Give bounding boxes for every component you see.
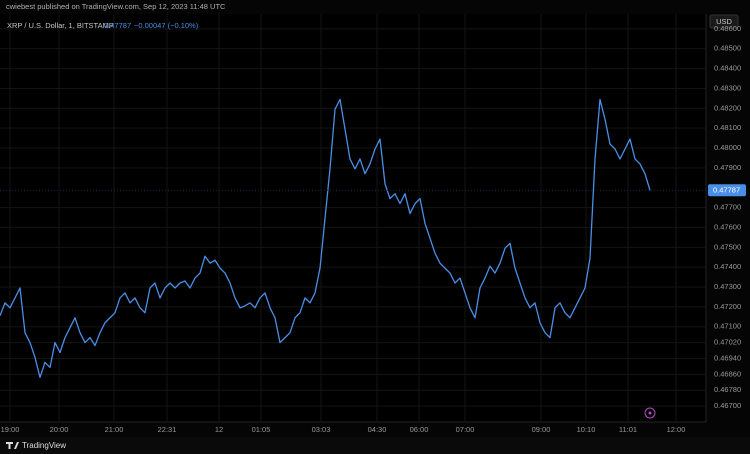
y-tick-label: 0.48200: [714, 103, 741, 112]
y-tick-label: 0.46940: [714, 353, 741, 362]
y-tick-label: 0.47900: [714, 163, 741, 172]
price-line: [0, 98, 651, 378]
x-tick-label: 12: [215, 425, 223, 434]
x-tick-label: 07:00: [456, 425, 475, 434]
x-tick-label: 11:01: [619, 425, 637, 434]
plot-area: [0, 14, 706, 422]
y-tick-label: 0.47700: [714, 203, 741, 212]
footer-bar: [0, 437, 750, 454]
x-tick-label: 03:03: [312, 425, 331, 434]
x-tick-label: 22:31: [158, 425, 177, 434]
x-tick-label: 19:00: [1, 425, 20, 434]
x-tick-label: 09:00: [532, 425, 551, 434]
y-tick-label: 0.46860: [714, 369, 741, 378]
y-tick-label: 0.47200: [714, 302, 741, 311]
legend-change: −0.00047 (−0.10%): [134, 21, 199, 30]
x-tick-label: 21:00: [105, 425, 124, 434]
y-tick-label: 0.48000: [714, 143, 741, 152]
symbol: XRP / U.S. Dollar, 1, BITSTAMP: [7, 21, 114, 30]
y-tick-label: 0.47500: [714, 242, 741, 251]
y-tick-label: 0.47100: [714, 322, 741, 331]
currency[interactable]: USD: [716, 17, 732, 26]
x-tick-label: 04:30: [368, 425, 387, 434]
y-tick-label: 0.48300: [714, 83, 741, 92]
icon[interactable]: [648, 411, 652, 415]
x-tick-label: 12:00: [667, 425, 686, 434]
y-tick-label: 0.48600: [714, 24, 741, 33]
header: cwiebest published on TradingView.com, S…: [6, 2, 226, 11]
y-tick-label: 0.46780: [714, 385, 741, 394]
logo: [6, 442, 19, 449]
icon[interactable]: [644, 407, 656, 419]
last-price-label: 0.47787: [713, 185, 740, 194]
y-tick-label: 0.48100: [714, 123, 741, 132]
x-tick-label: 10:10: [577, 425, 596, 434]
y-tick-label: 0.47400: [714, 262, 741, 271]
y-tick-label: 0.47600: [714, 222, 741, 231]
x-tick-label: 01:05: [252, 425, 271, 434]
x-tick-label: 20:00: [50, 425, 69, 434]
y-tick-label: 0.47300: [714, 282, 741, 291]
currency-box[interactable]: [709, 14, 739, 29]
x-tick-label: 06:00: [410, 425, 429, 434]
last-price-box: [708, 184, 746, 197]
legend-price: 0.47787: [104, 21, 131, 30]
y-tick-label: 0.47020: [714, 338, 741, 347]
y-tick-label: 0.48500: [714, 44, 741, 53]
y-tick-label: 0.46700: [714, 401, 741, 410]
footer: TradingView: [22, 441, 66, 450]
y-tick-label: 0.48400: [714, 64, 741, 73]
